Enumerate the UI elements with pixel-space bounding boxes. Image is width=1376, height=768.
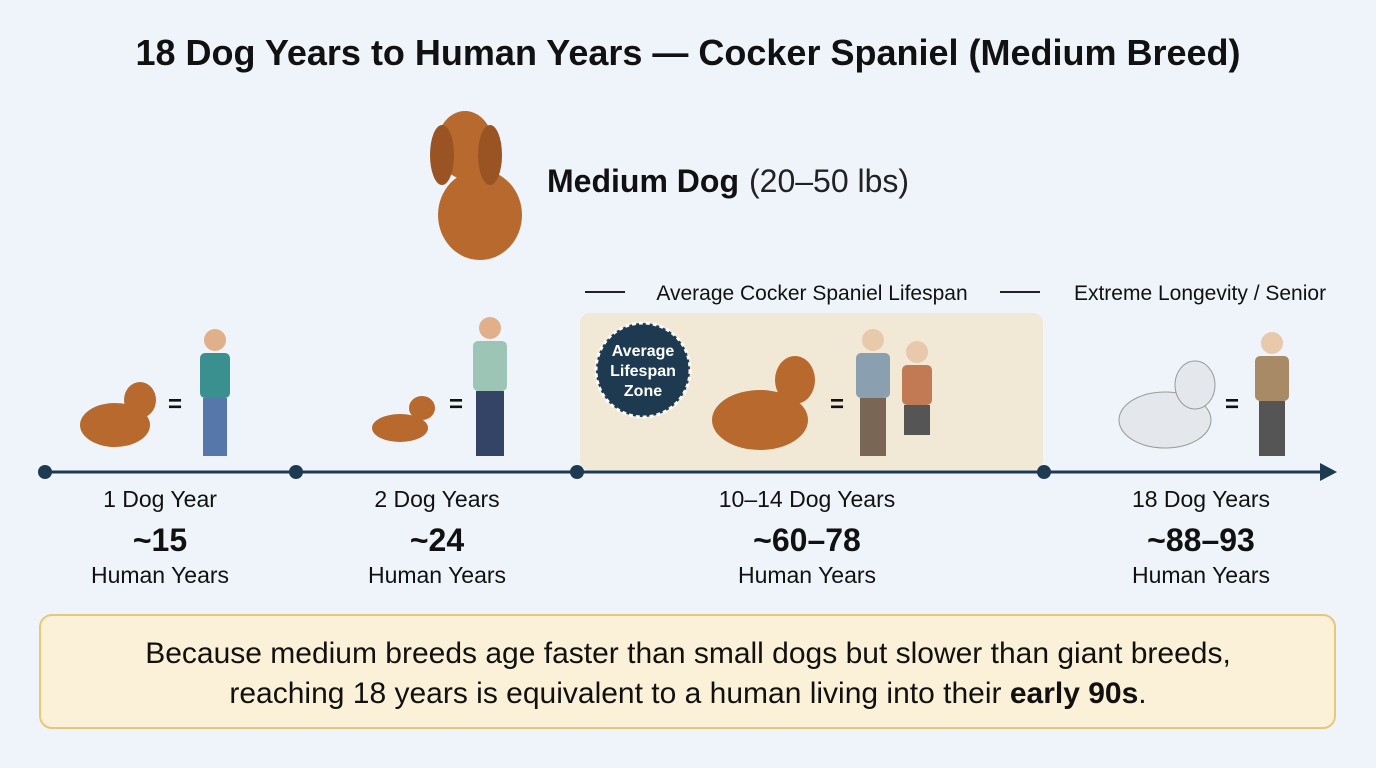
note-text: reaching 18 years is equivalent to a hum… (229, 677, 1009, 710)
human-value: ~24 (410, 522, 464, 558)
badge (594, 321, 692, 419)
badge-text: Lifespan (610, 363, 676, 380)
bracket-label: Average Cocker Spaniel Lifespan (656, 282, 967, 305)
human-value: ~88–93 (1147, 522, 1255, 558)
note-emphasis: early 90s (1010, 677, 1138, 710)
equals-sign: = (449, 391, 463, 418)
title: 18 Dog Years to Human Years — Cocker Spa… (135, 32, 1240, 73)
badge-text: Average (612, 343, 675, 360)
timeline-arrow (1320, 463, 1337, 481)
human-label: Human Years (1132, 562, 1270, 588)
dog-illustration (80, 356, 1216, 450)
size-name: Medium Dog (547, 163, 739, 199)
human-label: Human Years (738, 562, 876, 588)
header-dog (430, 111, 522, 260)
dog-years: 18 Dog Years (1132, 486, 1270, 512)
dog-years: 1 Dog Year (103, 486, 217, 512)
human-label: Human Years (368, 562, 506, 588)
note-line: Because medium breeds age faster than sm… (145, 637, 1231, 670)
note-text: . (1138, 677, 1146, 710)
human-illustration (200, 317, 1289, 456)
dog-years: 10–14 Dog Years (719, 486, 896, 512)
equals-sign: = (830, 391, 844, 418)
human-value: ~15 (133, 522, 187, 558)
badge-text: Zone (624, 383, 662, 400)
equals-sign: = (1225, 391, 1239, 418)
equals-sign: = (168, 391, 182, 418)
human-label: Human Years (91, 562, 229, 588)
note-box (39, 614, 1336, 729)
human-value: ~60–78 (753, 522, 861, 558)
note-line: reaching 18 years is equivalent to a hum… (229, 677, 1146, 710)
timeline-dots (38, 465, 1051, 479)
stages: = 1 Dog Year ~15 Human Years = 2 Dog Years ~24… (91, 391, 1270, 588)
size-range: (20–50 lbs) (749, 163, 909, 199)
bracket-label: Extreme Longevity / Senior (1074, 282, 1326, 305)
dog-years: 2 Dog Years (374, 486, 499, 512)
size-label: Medium Dog (20–50 lbs) (547, 163, 909, 199)
